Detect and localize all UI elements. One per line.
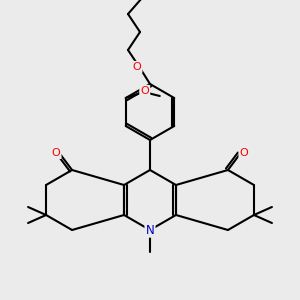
Text: O: O <box>133 62 141 72</box>
Text: O: O <box>52 148 60 158</box>
Text: N: N <box>146 224 154 236</box>
Text: O: O <box>140 86 149 96</box>
Text: O: O <box>240 148 248 158</box>
